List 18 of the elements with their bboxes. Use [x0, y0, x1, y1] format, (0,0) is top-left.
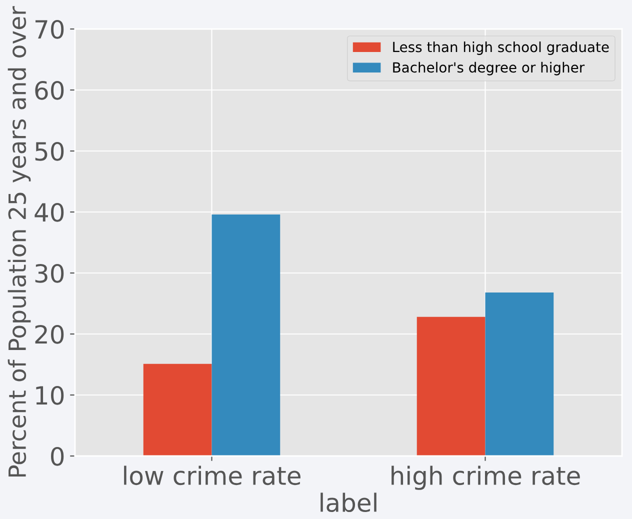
y-tick-label: 30: [35, 264, 64, 283]
y-tick-label: 70: [36, 20, 64, 39]
y-axis-title: Percent of Population 25 years and over: [8, 6, 31, 477]
y-tick-label: 60: [35, 80, 64, 100]
x-axis-title: label: [320, 492, 376, 512]
y-tick-label: 20: [35, 324, 64, 344]
y-tick-label: 40: [34, 202, 64, 222]
x-tick-label: low crime rate: [124, 466, 300, 486]
legend-label: Less than high school graduate: [393, 42, 609, 55]
y-tick-label: 0: [51, 446, 64, 466]
x-tick-label: high crime rate: [392, 466, 580, 490]
bar: [143, 364, 212, 456]
bar: [416, 316, 486, 456]
bar: [212, 214, 280, 456]
y-tick-label: 50: [35, 142, 64, 161]
legend-label: Bachelor's degree or higher: [393, 62, 585, 76]
y-tick-label: 10: [36, 386, 64, 405]
bar: [485, 292, 554, 456]
